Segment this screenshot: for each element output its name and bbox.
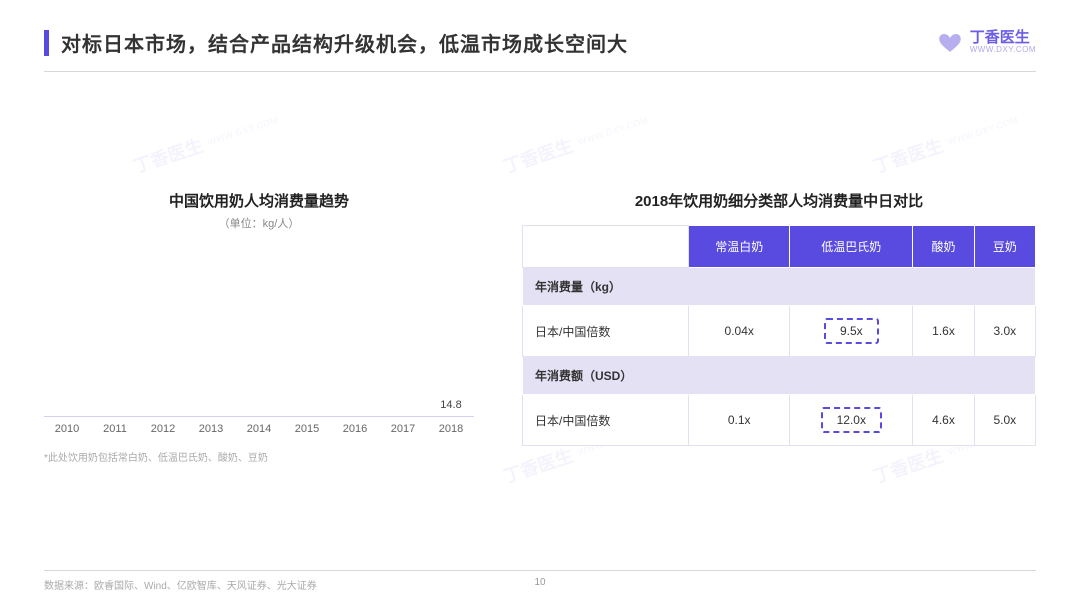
table-cell: 1.6x bbox=[913, 306, 974, 357]
watermark: 丁香医生 WWW.DXY.COM bbox=[130, 107, 282, 179]
logo-text: 丁香医生 WWW.DXY.COM bbox=[970, 30, 1036, 54]
bar: 14.8 bbox=[434, 399, 468, 417]
slide-footer: 数据来源：欧睿国际、Wind、亿欧智库、天风证券、光大证券 10 bbox=[44, 570, 1036, 592]
bar bbox=[242, 399, 276, 417]
bar bbox=[50, 399, 84, 417]
watermark: 丁香医生 WWW.DXY.COM bbox=[870, 107, 1022, 179]
chart-title: 中国饮用奶人均消费量趋势 bbox=[44, 190, 474, 211]
table-row-label: 日本/中国倍数 bbox=[523, 395, 689, 446]
chart-footnote: *此处饮用奶包括常白奶、低温巴氏奶、酸奶、豆奶 bbox=[44, 449, 474, 464]
slide-header: 对标日本市场，结合产品结构升级机会，低温市场成长空间大 丁香医生 WWW.DXY… bbox=[44, 28, 1036, 72]
table-cell: 9.5x bbox=[790, 306, 913, 357]
table-section-label: 年消费量（kg） bbox=[523, 268, 1036, 306]
bar-value-label: 14.8 bbox=[440, 399, 461, 413]
brand-logo: 丁香医生 WWW.DXY.COM bbox=[936, 30, 1036, 54]
content-row: 中国饮用奶人均消费量趋势 （单位：kg/人） 14.8 2010 2011 2012… bbox=[44, 190, 1036, 464]
page-number: 10 bbox=[534, 577, 545, 588]
table-cell: 4.6x bbox=[913, 395, 974, 446]
page-title: 对标日本市场，结合产品结构升级机会，低温市场成长空间大 bbox=[61, 28, 628, 57]
title-wrap: 对标日本市场，结合产品结构升级机会，低温市场成长空间大 bbox=[44, 28, 628, 57]
logo-icon bbox=[936, 30, 964, 54]
x-tick: 2017 bbox=[386, 423, 420, 435]
chart-x-axis: 2010 2011 2012 2013 2014 2015 2016 2017 2018 bbox=[44, 417, 474, 435]
x-tick: 2016 bbox=[338, 423, 372, 435]
x-tick: 2013 bbox=[194, 423, 228, 435]
table-corner bbox=[523, 226, 689, 268]
bar bbox=[290, 399, 324, 417]
highlighted-value: 12.0x bbox=[821, 407, 882, 433]
table-cell: 5.0x bbox=[974, 395, 1035, 446]
title-accent bbox=[44, 30, 49, 56]
x-tick: 2014 bbox=[242, 423, 276, 435]
table-section-label: 年消费额（USD） bbox=[523, 357, 1036, 395]
table-title: 2018年饮用奶细分类部人均消费量中日对比 bbox=[522, 190, 1036, 211]
x-tick: 2015 bbox=[290, 423, 324, 435]
compare-table: 常温白奶低温巴氏奶酸奶豆奶年消费量（kg）日本/中国倍数0.04x9.5x1.6… bbox=[522, 225, 1036, 446]
x-tick: 2012 bbox=[146, 423, 180, 435]
bar bbox=[194, 399, 228, 417]
data-source: 数据来源：欧睿国际、Wind、亿欧智库、天风证券、光大证券 bbox=[44, 577, 317, 592]
table-column-header: 低温巴氏奶 bbox=[790, 226, 913, 268]
japan-china-compare-table: 2018年饮用奶细分类部人均消费量中日对比 常温白奶低温巴氏奶酸奶豆奶年消费量（… bbox=[522, 190, 1036, 446]
table-cell: 12.0x bbox=[790, 395, 913, 446]
table-column-header: 常温白奶 bbox=[689, 226, 790, 268]
bar bbox=[386, 399, 420, 417]
chart-plot: 14.8 bbox=[44, 249, 474, 417]
chart-unit: （单位：kg/人） bbox=[44, 215, 474, 231]
x-tick: 2011 bbox=[98, 423, 132, 435]
bar bbox=[98, 399, 132, 417]
logo-cn: 丁香医生 bbox=[970, 30, 1036, 46]
table-column-header: 豆奶 bbox=[974, 226, 1035, 268]
consumption-trend-chart: 中国饮用奶人均消费量趋势 （单位：kg/人） 14.8 2010 2011 2012… bbox=[44, 190, 474, 464]
table-cell: 3.0x bbox=[974, 306, 1035, 357]
highlighted-value: 9.5x bbox=[824, 318, 879, 344]
table-row-label: 日本/中国倍数 bbox=[523, 306, 689, 357]
x-tick: 2018 bbox=[434, 423, 468, 435]
table-column-header: 酸奶 bbox=[913, 226, 974, 268]
watermark: 丁香医生 WWW.DXY.COM bbox=[500, 107, 652, 179]
table-cell: 0.04x bbox=[689, 306, 790, 357]
bar bbox=[146, 399, 180, 417]
table-cell: 0.1x bbox=[689, 395, 790, 446]
bar bbox=[338, 399, 372, 417]
x-tick: 2010 bbox=[50, 423, 84, 435]
logo-en: WWW.DXY.COM bbox=[970, 46, 1036, 54]
